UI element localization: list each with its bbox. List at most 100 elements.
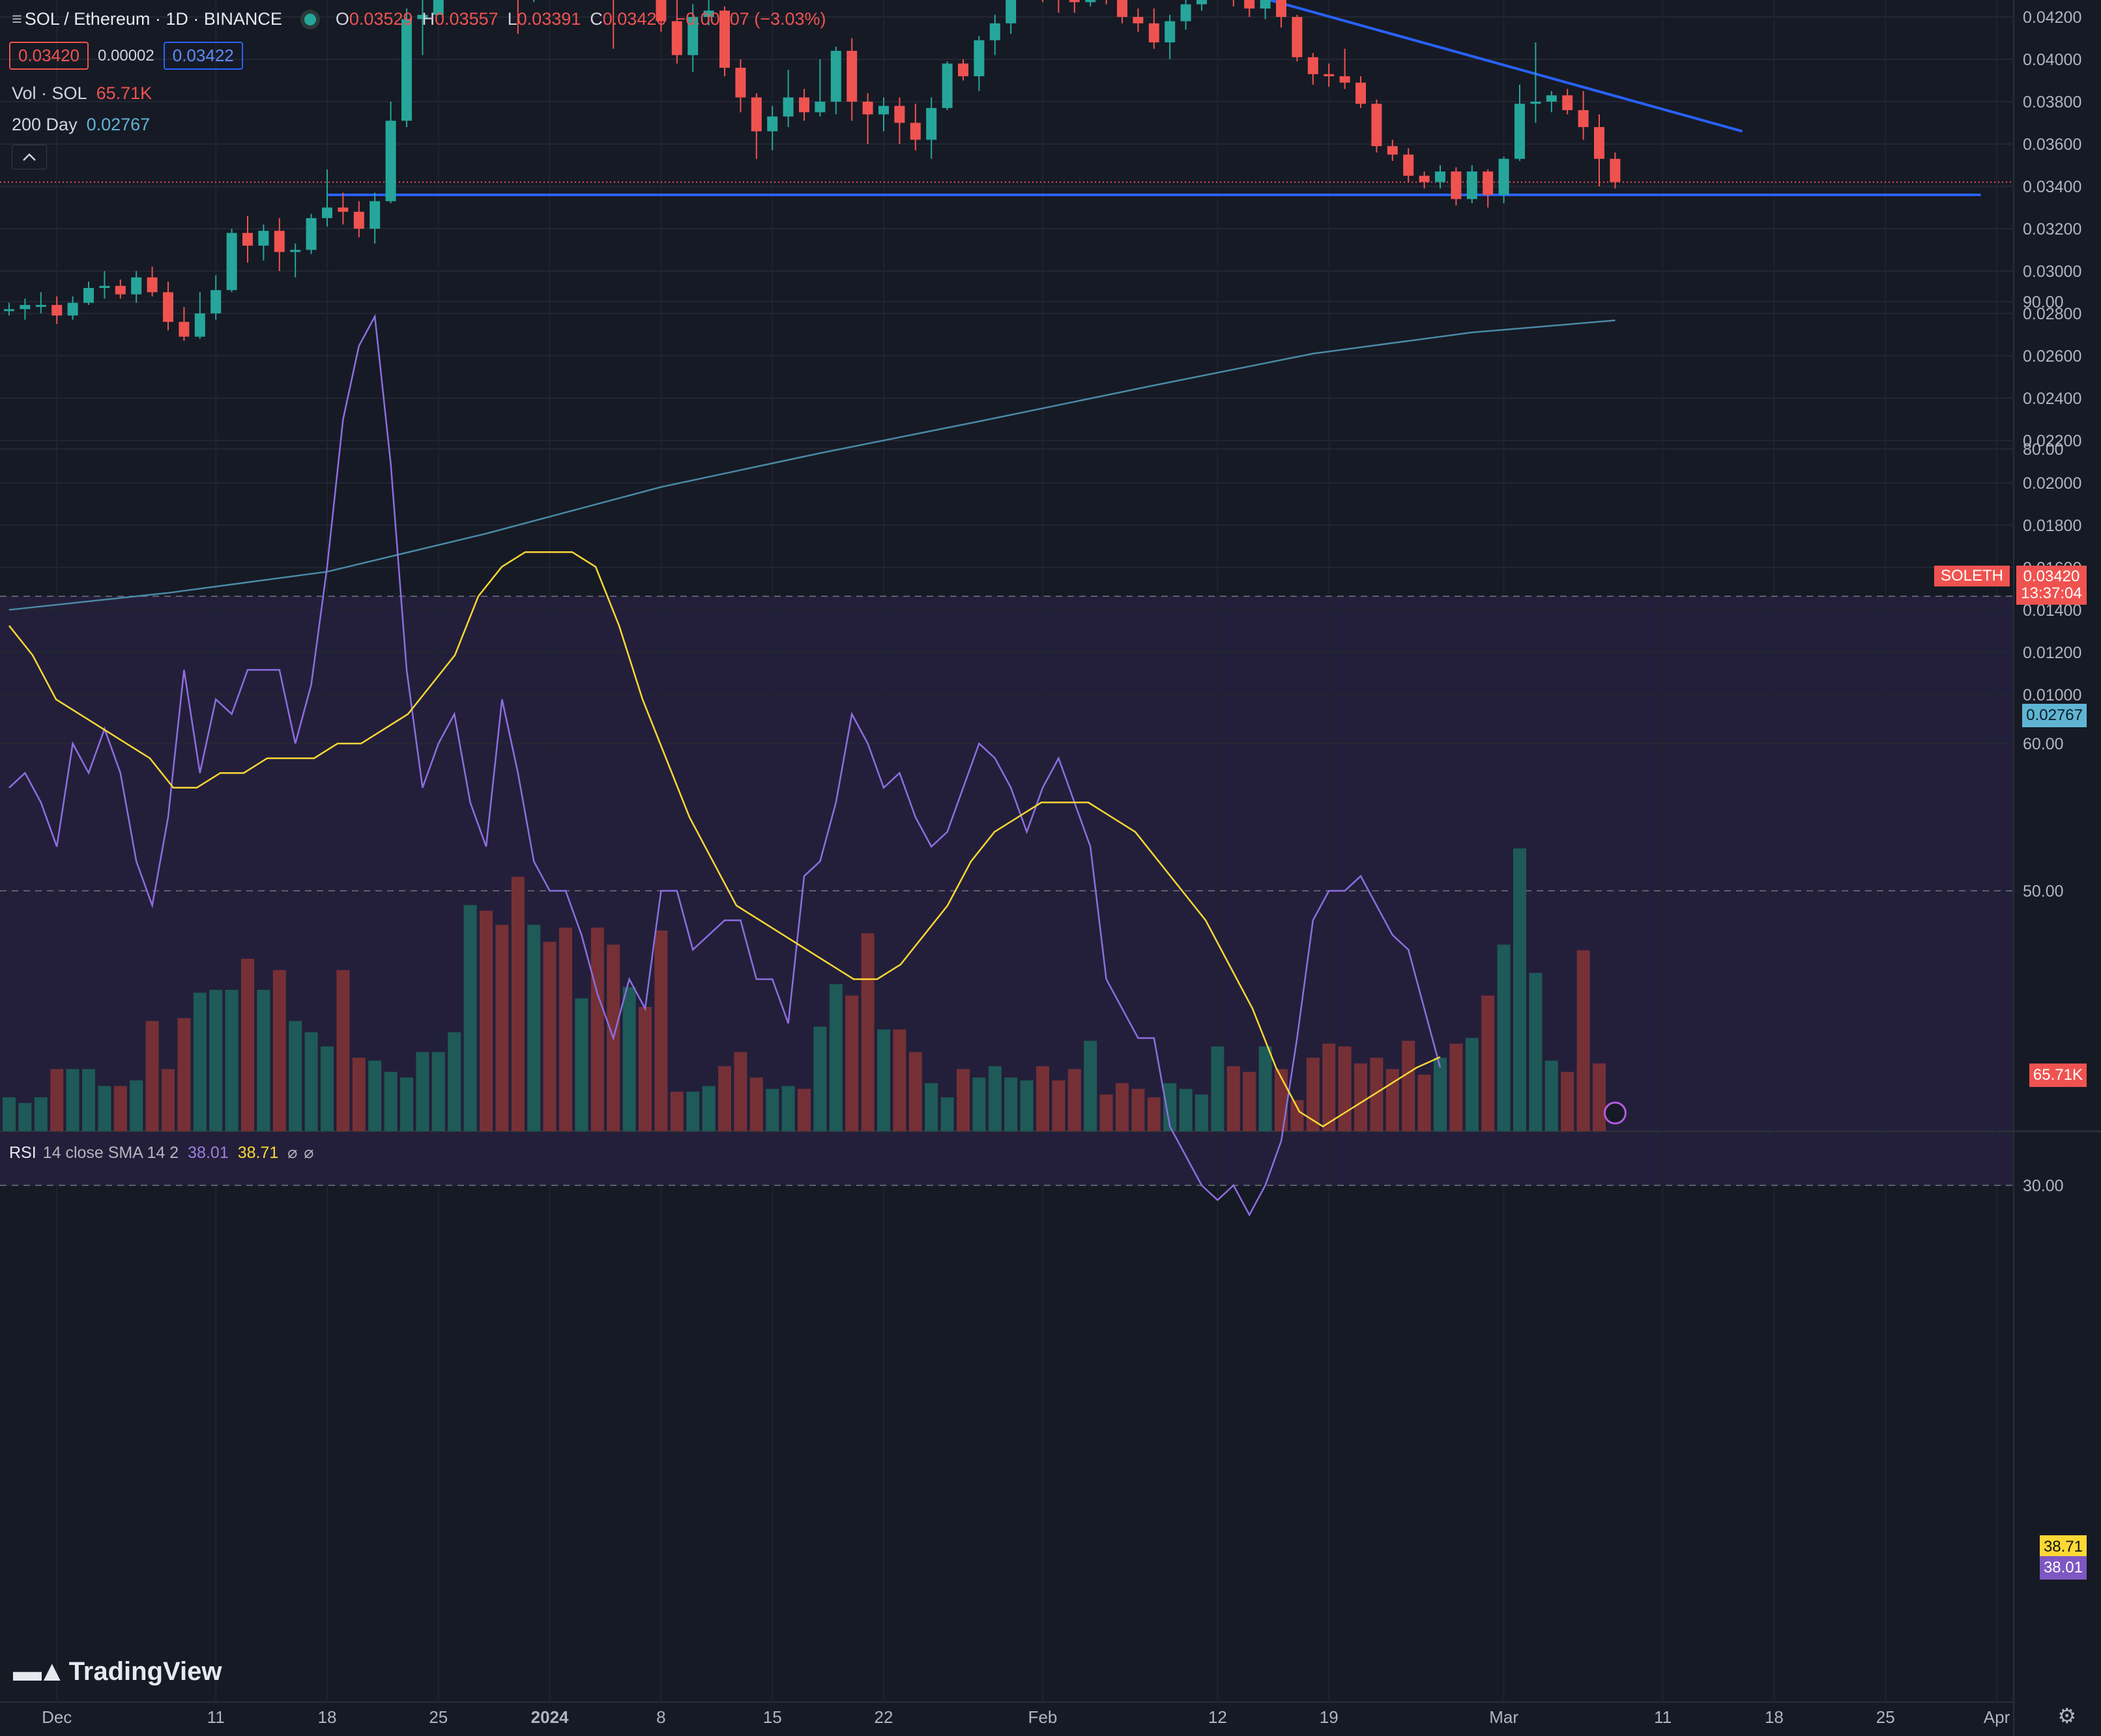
rsi-tick-label: 60.00: [2023, 735, 2064, 753]
tradingview-logo[interactable]: ▬▲ TradingView: [13, 1655, 222, 1688]
volume-bar: [1513, 848, 1526, 1131]
candle-body: [1594, 126, 1604, 159]
open-label: O: [335, 9, 349, 29]
price-tick-label: 0.02800: [2023, 305, 2081, 323]
candle-body: [1403, 154, 1414, 176]
time-tick-label: 18: [318, 1707, 337, 1727]
volume-bar: [368, 1060, 382, 1131]
volume-bar: [702, 1086, 716, 1131]
volume-bar: [431, 1052, 445, 1131]
candle-body: [688, 17, 699, 55]
candle-body: [1419, 175, 1430, 182]
price-tick-label: 0.04000: [2023, 51, 2081, 69]
candle-body: [83, 287, 94, 303]
candle-body: [989, 23, 1000, 40]
price-tick-label: 0.03200: [2023, 220, 2081, 239]
candle-body: [1276, 0, 1286, 18]
volume-bar: [1020, 1080, 1034, 1131]
volume-bar: [1576, 950, 1590, 1131]
volume-bar: [1529, 972, 1543, 1131]
sell-price-button[interactable]: 0.03420: [9, 42, 89, 70]
volume-bar: [1370, 1058, 1384, 1131]
candle-body: [719, 10, 730, 68]
candle-body: [878, 106, 889, 115]
volume-bar: [1163, 1083, 1177, 1131]
volume-bar: [241, 959, 254, 1131]
volume-bar: [352, 1058, 366, 1131]
time-tick-label: 25: [1876, 1707, 1895, 1727]
volume-bar: [893, 1029, 906, 1131]
volume-bar: [1211, 1046, 1224, 1131]
candle-body: [830, 51, 841, 102]
volume-bar: [622, 987, 636, 1131]
ma-legend-label: 200 Day: [12, 115, 78, 134]
time-tick-label: Dec: [42, 1707, 72, 1727]
volume-bar: [988, 1066, 1002, 1131]
volume-bar: [781, 1086, 795, 1131]
volume-bar: [940, 1097, 954, 1131]
buy-price-button[interactable]: 0.03422: [163, 42, 243, 70]
candle-body: [862, 102, 873, 115]
time-tick-label: 8: [656, 1707, 665, 1727]
rsi-tag: 38.01: [2039, 1556, 2087, 1580]
symbol-icon[interactable]: ≡: [12, 9, 22, 29]
candle-body: [910, 123, 921, 140]
time-tick-label: 15: [763, 1707, 782, 1727]
volume-bar: [1116, 1083, 1129, 1131]
volume-bar: [495, 925, 509, 1131]
volume-bar: [1465, 1037, 1479, 1131]
candle-body: [115, 285, 126, 295]
settings-gear-icon[interactable]: ⚙: [2057, 1704, 2076, 1728]
ma-legend-value: 0.02767: [86, 115, 151, 134]
candle-body: [1085, 0, 1096, 3]
volume-bar: [289, 1020, 302, 1131]
volume-bar: [400, 1077, 413, 1131]
low-label: L: [507, 9, 517, 29]
candle-body: [242, 233, 253, 246]
candle-body: [290, 250, 301, 252]
rsi-sma-line: [8, 551, 1441, 1128]
volume-bar: [654, 930, 668, 1131]
volume-legend[interactable]: Vol · SOL 65.71K: [12, 83, 152, 104]
rsi-tick-label: 80.00: [2023, 441, 2064, 459]
volume-bar: [1593, 1063, 1606, 1131]
volume-legend-value: 65.71K: [96, 83, 152, 103]
price-tick-label: 0.04200: [2023, 8, 2081, 27]
volume-tag: 65.71K: [2029, 1063, 2087, 1087]
volume-bar: [1084, 1041, 1097, 1131]
volume-bar: [1434, 1058, 1447, 1131]
volume-bar: [177, 1018, 191, 1131]
volume-bar: [162, 1069, 175, 1131]
volume-bar: [34, 1097, 48, 1131]
close-label: C: [590, 9, 603, 29]
candle-body: [194, 313, 205, 337]
candle-body: [799, 97, 809, 113]
time-tick-label: 11: [1654, 1707, 1672, 1727]
candle-body: [1514, 104, 1525, 159]
volume-bar: [1385, 1069, 1399, 1131]
time-tick-label: 18: [1765, 1707, 1784, 1727]
candle-body: [338, 207, 349, 212]
volume-bar: [734, 1052, 747, 1131]
last-price-value: 0.03420: [2023, 568, 2080, 585]
ma-legend[interactable]: 200 Day 0.02767: [12, 115, 150, 135]
rsi-hidden-icon: ⌀: [287, 1144, 298, 1162]
volume-bar: [1179, 1088, 1193, 1131]
volume-bar: [749, 1077, 763, 1131]
candle-body: [179, 321, 190, 337]
candle-body: [1006, 0, 1017, 23]
volume-bar: [877, 1029, 890, 1131]
rsi-legend-value: 38.01: [188, 1143, 229, 1162]
rsi-legend[interactable]: RSI 14 close SMA 14 2 38.01 38.71 ⌀ ⌀: [9, 1143, 313, 1163]
collapse-legend-button[interactable]: [12, 145, 47, 169]
symbol-title[interactable]: SOL / Ethereum · 1D · BINANCE: [24, 9, 282, 29]
time-tick-label: 19: [1320, 1707, 1339, 1727]
open-value: 0.03529: [349, 9, 413, 29]
volume-bar: [1354, 1063, 1367, 1131]
price-tick-label: 0.02600: [2023, 347, 2081, 366]
volume-bar: [925, 1083, 938, 1131]
price-tick-label: 0.03000: [2023, 263, 2081, 281]
candle-body: [1180, 4, 1191, 22]
price-tick-label: 0.03400: [2023, 178, 2081, 196]
